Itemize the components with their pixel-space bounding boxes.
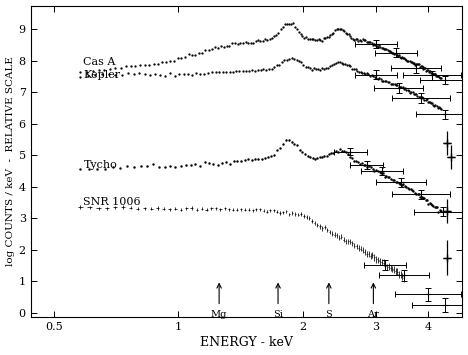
Text: Si: Si	[273, 310, 283, 318]
Text: Kepler: Kepler	[83, 70, 121, 80]
Text: Cas A: Cas A	[83, 57, 116, 67]
Text: Ar: Ar	[367, 310, 379, 318]
Y-axis label: log COUNTS / keV  -  RELATIVE SCALE: log COUNTS / keV - RELATIVE SCALE	[6, 56, 15, 266]
Text: Mg: Mg	[211, 310, 227, 318]
Text: Tycho: Tycho	[83, 160, 117, 170]
Text: SNR 1006: SNR 1006	[83, 197, 141, 207]
X-axis label: ENERGY - keV: ENERGY - keV	[200, 337, 293, 349]
Text: S: S	[325, 310, 332, 318]
